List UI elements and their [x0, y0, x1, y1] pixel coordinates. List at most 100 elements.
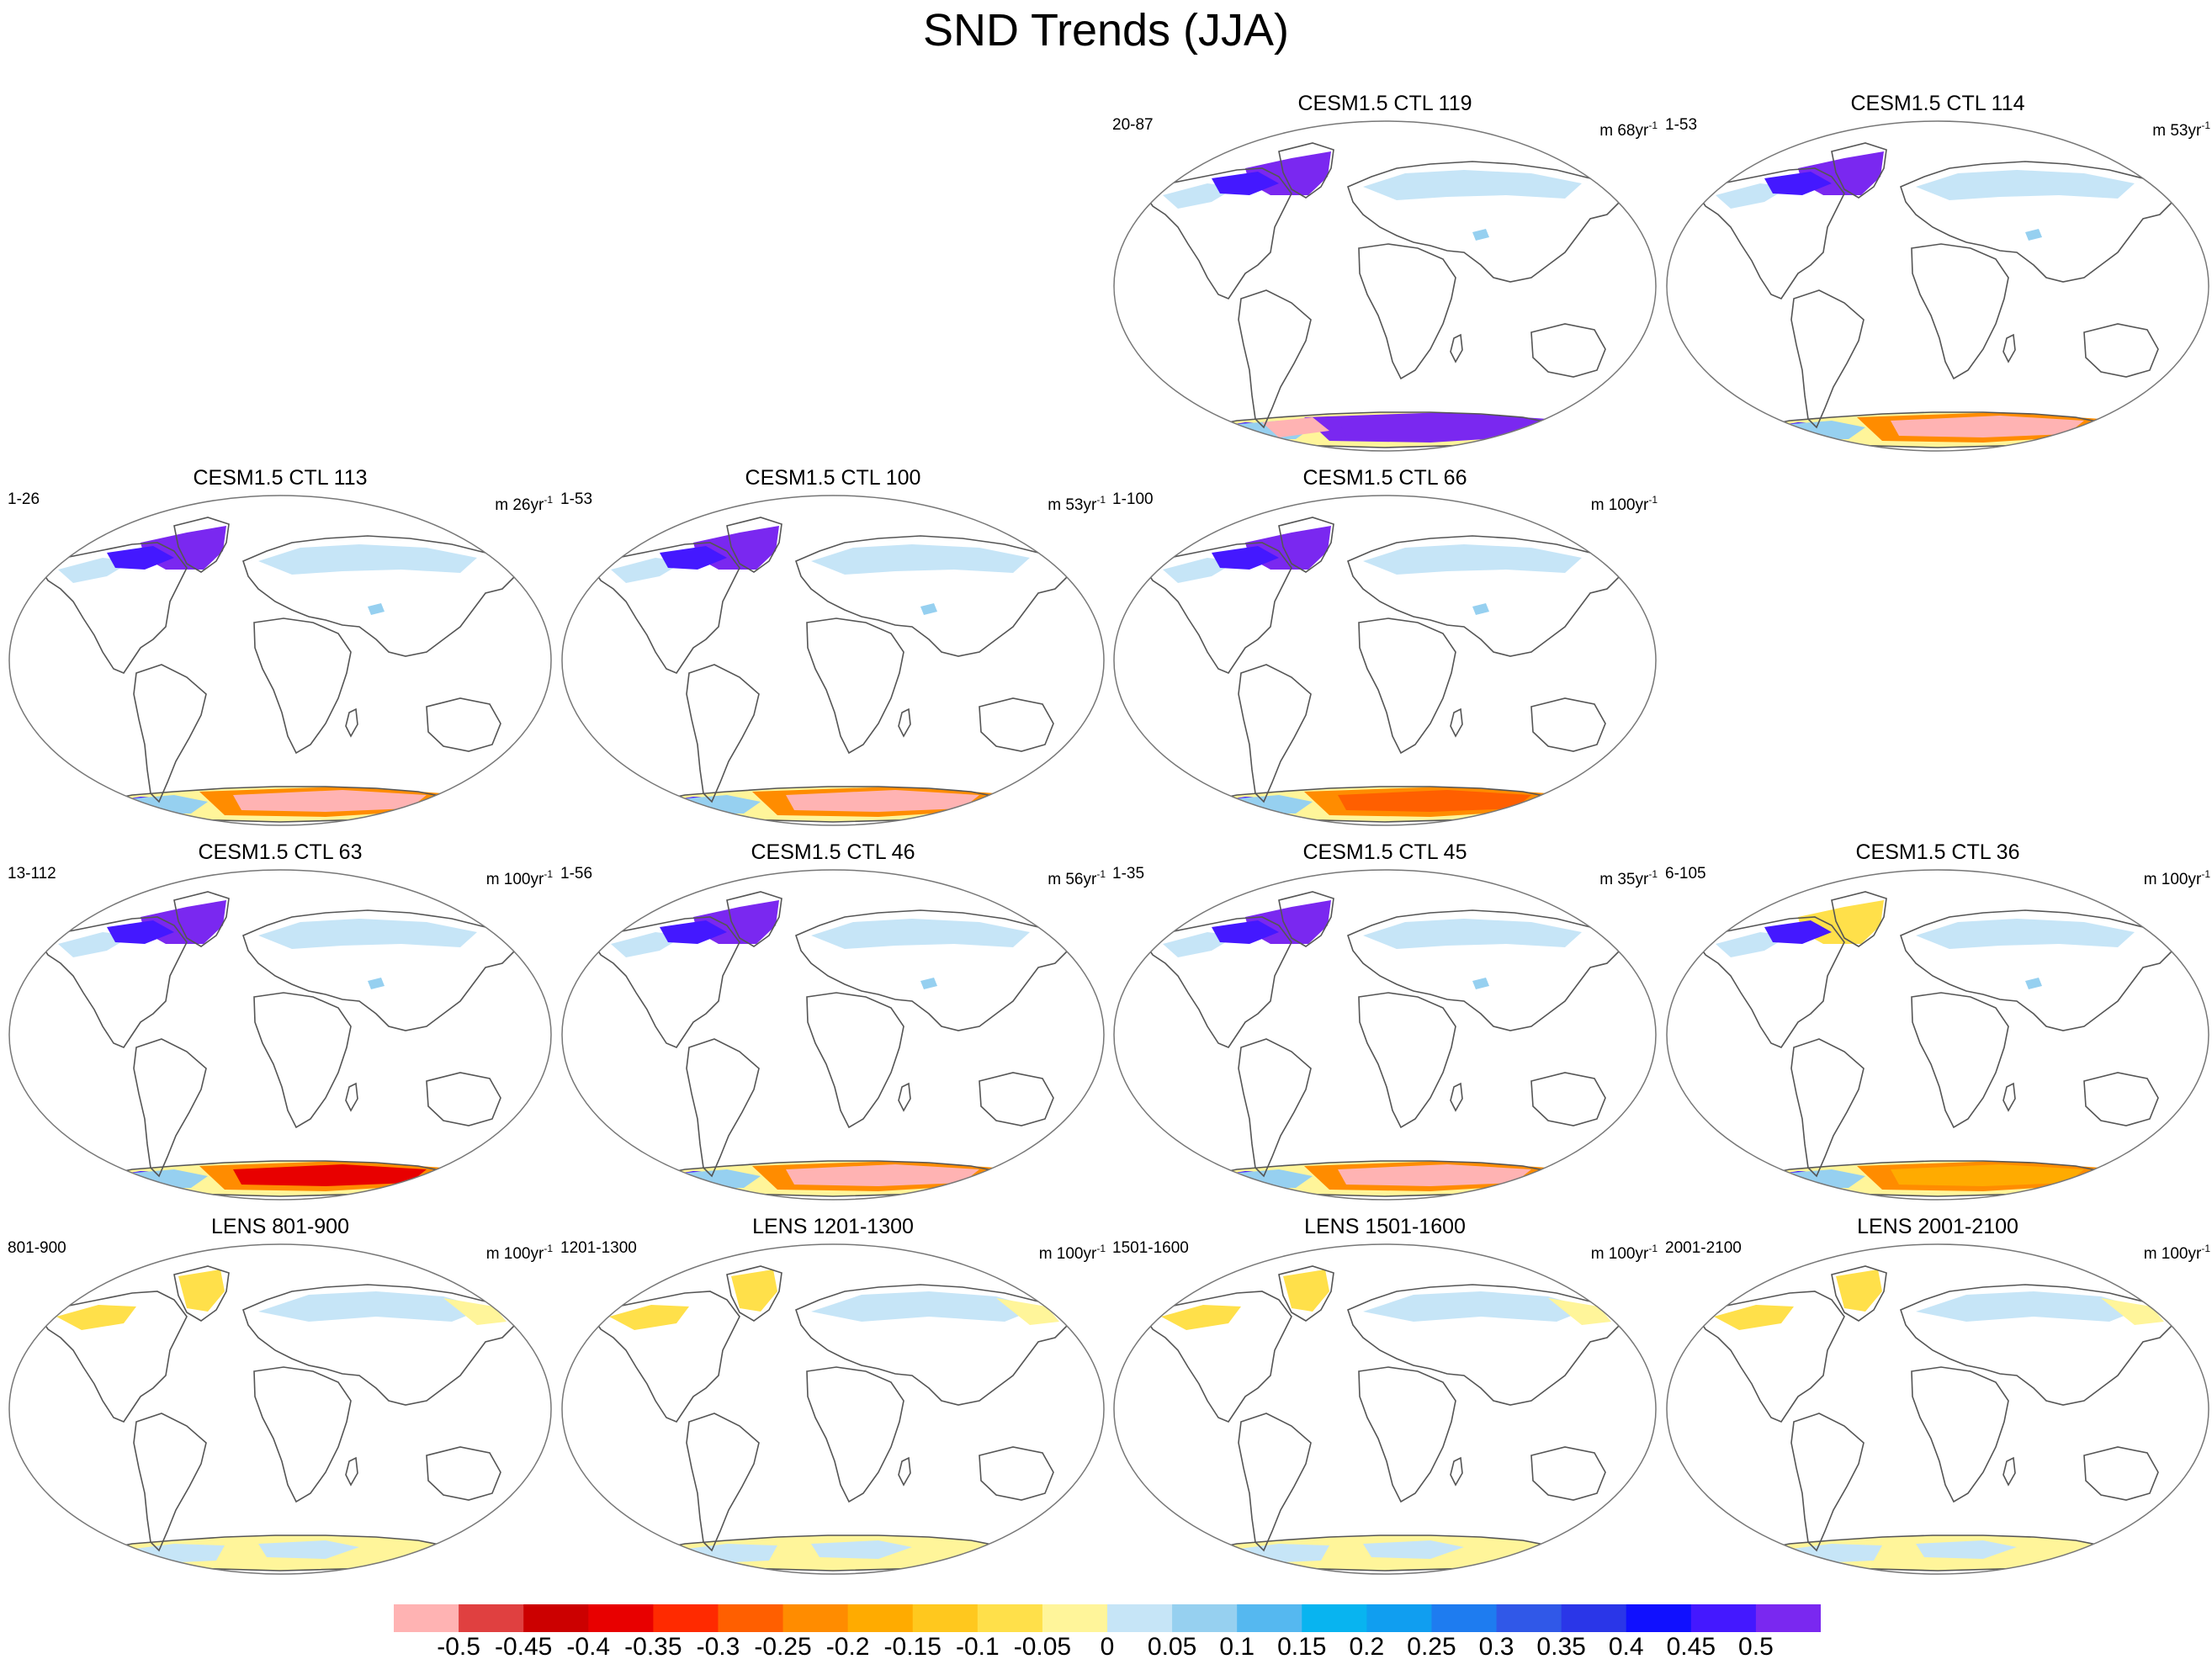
panel-title: CESM1.5 CTL 36 — [1855, 840, 2020, 864]
coastline-africa — [1911, 992, 2009, 1129]
coastline-australia — [2083, 1072, 2159, 1126]
coastline-north-america — [1695, 916, 1845, 1048]
map-panel: CESM1.5 CTL 45 1-35 m 35yr-1 — [1109, 840, 1661, 1210]
coastline-north-america — [38, 916, 188, 1048]
snow-depth-trend-region — [1891, 1164, 2084, 1186]
coastline-south-america — [1238, 1413, 1312, 1552]
snow-depth-trend-region — [811, 1291, 1038, 1322]
coastline-europe-asia — [242, 535, 516, 657]
snow-depth-trend-region — [660, 546, 727, 570]
colorbar-box — [459, 1604, 524, 1632]
snow-depth-trend-region — [1916, 1540, 2017, 1559]
colorbar-box — [718, 1604, 784, 1632]
coastline-africa — [253, 618, 352, 755]
panel-title: CESM1.5 CTL 45 — [1302, 840, 1467, 864]
snow-depth-trend-region — [1363, 919, 1582, 949]
coastline-greenland — [726, 517, 782, 573]
map-border — [561, 495, 1105, 826]
snow-depth-trend-region — [2025, 978, 2042, 989]
coastline-south-america — [1790, 1038, 1865, 1178]
coastline-australia — [426, 1446, 501, 1501]
map-panel: CESM1.5 CTL 36 6-105 m 100yr-1 — [1662, 840, 2212, 1210]
snow-depth-trend-region — [1262, 417, 1329, 437]
panel-units-text: m 100yr — [2143, 1245, 2202, 1263]
coastline-north-america — [591, 1291, 740, 1423]
panel-title: CESM1.5 CTL 100 — [745, 466, 921, 490]
snow-depth-trend-region — [1916, 170, 2135, 200]
panel-title: CESM1.5 CTL 66 — [1302, 466, 1467, 490]
coastline-africa — [1911, 1366, 2009, 1503]
colorbar-labels: -0.5 -0.45 -0.4 -0.35 -0.3 -0.25 -0.2 -0.15 -0.1… — [0, 1632, 2212, 1666]
coastline-europe-asia — [795, 1284, 1069, 1406]
map-border — [1666, 869, 2209, 1201]
coastline-europe-asia — [1900, 1284, 2173, 1406]
snow-depth-trend-region — [609, 1305, 689, 1330]
map-border — [1113, 1243, 1657, 1575]
colorbar-box — [847, 1604, 914, 1632]
snow-depth-trend-region — [1212, 172, 1279, 195]
panel-year-range: 1201-1300 — [560, 1239, 637, 1257]
world-map — [561, 869, 1105, 1201]
coastline-europe-asia — [1900, 161, 2173, 283]
colorbar-box — [1626, 1604, 1692, 1632]
coastline-south-america — [686, 1413, 760, 1552]
panel-year-range: 1-53 — [560, 490, 593, 508]
world-map — [1666, 869, 2209, 1201]
snow-depth-trend-region — [660, 920, 727, 944]
coastline-north-america — [1143, 916, 1292, 1048]
colorbar-tick-label: 0 — [1100, 1633, 1115, 1661]
panel-units: m 56yr-1 — [1048, 865, 1106, 889]
map-panel: CESM1.5 CTL 63 13-112 m 100yr-1 — [4, 840, 556, 1210]
coastline-greenland — [1831, 1265, 1887, 1322]
coastline-australia — [426, 697, 501, 752]
snow-depth-trend-region — [107, 1544, 225, 1564]
snow-depth-trend-region — [2025, 229, 2042, 241]
coastline-madagascar — [2002, 1456, 2016, 1487]
panel-year-range: 1-100 — [1112, 490, 1154, 508]
coastline-australia — [979, 1072, 1054, 1126]
colorbar-box — [1042, 1604, 1108, 1632]
coastline-australia — [1530, 1446, 1606, 1501]
colorbar-box — [1366, 1604, 1432, 1632]
coastline-greenland — [173, 1265, 230, 1322]
coastline-europe-asia — [1347, 1284, 1621, 1406]
colorbar-tick-label: 0.2 — [1349, 1633, 1385, 1661]
coastline-africa — [1358, 1366, 1456, 1503]
coastline-north-america — [38, 1291, 188, 1423]
colorbar-box — [1496, 1604, 1562, 1632]
coastline-australia — [2083, 323, 2159, 378]
coastline-europe-asia — [242, 909, 516, 1031]
snow-depth-trend-region — [233, 790, 427, 812]
coastline-madagascar — [898, 708, 911, 738]
panel-title: LENS 1501-1600 — [1304, 1215, 1466, 1238]
snow-depth-trend-region — [368, 978, 385, 989]
panel-title: CESM1.5 CTL 63 — [198, 840, 363, 864]
snow-depth-trend-region — [811, 544, 1030, 575]
colorbar-box — [523, 1604, 589, 1632]
panel-title: CESM1.5 CTL 46 — [751, 840, 915, 864]
panel-units: m 68yr-1 — [1599, 116, 1658, 140]
map-border — [561, 1243, 1105, 1575]
coastline-greenland — [1831, 891, 1887, 947]
snow-depth-trend-region — [2101, 1298, 2164, 1325]
panel-units: m 100yr-1 — [2144, 865, 2210, 889]
panel-year-range: 1501-1600 — [1112, 1239, 1189, 1257]
coastline-madagascar — [898, 1082, 911, 1112]
panel-units: m 100yr-1 — [486, 865, 553, 889]
coastline-europe-asia — [1347, 909, 1621, 1031]
panel-units-exponent: -1 — [1648, 1243, 1658, 1254]
map-panel: LENS 2001-2100 2001-2100 m 100yr-1 — [1662, 1214, 2212, 1584]
coastline-south-america — [133, 1413, 207, 1552]
coastline-madagascar — [345, 1456, 358, 1487]
panel-year-range: 2001-2100 — [1665, 1239, 1742, 1257]
colorbar-box — [977, 1604, 1043, 1632]
panel-units: m 100yr-1 — [486, 1239, 553, 1264]
snow-depth-trend-region — [1836, 1270, 1882, 1312]
panel-units-exponent: -1 — [544, 868, 553, 880]
map-panel: CESM1.5 CTL 66 1-100 m 100yr-1 — [1109, 465, 1661, 835]
coastline-south-america — [686, 1038, 760, 1178]
snow-depth-trend-region — [1764, 1544, 1882, 1564]
coastline-africa — [1911, 243, 2009, 380]
snow-depth-trend-region — [1363, 1291, 1590, 1322]
colorbar-box — [1172, 1604, 1238, 1632]
